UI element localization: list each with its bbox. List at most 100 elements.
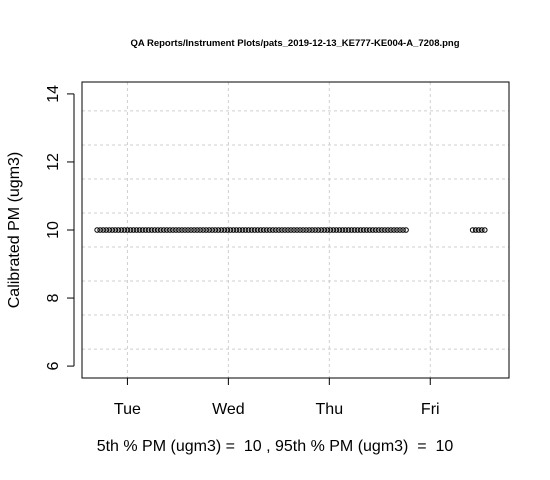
data-point <box>151 227 158 233</box>
data-point <box>330 227 337 233</box>
data-point <box>136 227 143 233</box>
data-point <box>279 227 285 233</box>
data-point <box>224 227 231 233</box>
data-point <box>391 227 397 233</box>
data-point <box>478 227 485 233</box>
y-tick-label: 6 <box>45 362 62 371</box>
data-point <box>263 227 270 233</box>
data-point <box>97 227 103 233</box>
data-point <box>288 227 294 233</box>
data-point <box>357 227 364 233</box>
data-point <box>154 227 161 233</box>
data-points <box>94 227 488 233</box>
data-point <box>142 227 149 233</box>
data-point <box>472 227 479 233</box>
data-point <box>221 227 228 233</box>
percentile-summary: 5th % PM (ugm3) = 10 , 95th % PM (ugm3) … <box>96 438 454 455</box>
data-point <box>230 227 237 233</box>
data-point <box>285 227 291 233</box>
data-point <box>139 227 146 233</box>
data-point <box>382 227 388 233</box>
data-point <box>400 227 406 233</box>
data-point <box>273 227 279 233</box>
data-point <box>315 227 322 233</box>
data-point <box>348 227 355 233</box>
data-point <box>94 227 100 233</box>
data-point <box>388 227 394 233</box>
data-point <box>188 227 194 233</box>
data-point <box>342 227 349 233</box>
data-point <box>130 227 137 233</box>
data-point <box>100 227 106 233</box>
data-point <box>351 227 358 233</box>
data-point <box>394 227 400 233</box>
data-point <box>360 227 367 233</box>
data-point <box>327 227 334 233</box>
data-point <box>203 227 209 233</box>
data-point <box>379 227 385 233</box>
data-point <box>127 227 134 233</box>
data-point <box>209 227 216 233</box>
x-tick-label: Fri <box>421 401 440 418</box>
data-point <box>475 227 482 233</box>
data-point <box>309 227 315 233</box>
data-point <box>269 227 276 233</box>
plot-frame <box>81 81 510 379</box>
data-point <box>109 227 116 233</box>
chart-title: QA Reports/Instrument Plots/pats_2019-12… <box>130 38 459 49</box>
data-point <box>227 227 234 233</box>
data-point <box>276 227 282 233</box>
data-point <box>354 227 361 233</box>
data-point <box>366 227 373 233</box>
data-point <box>469 227 476 233</box>
data-point <box>239 227 246 233</box>
data-point <box>248 227 255 233</box>
data-point <box>179 227 185 233</box>
grid-lines <box>82 82 509 378</box>
data-point <box>245 227 252 233</box>
y-axis: 6 8 10 12 14 <box>45 85 75 371</box>
data-point <box>297 227 303 233</box>
data-point <box>336 227 343 233</box>
data-point <box>157 227 164 233</box>
x-tick-label: Tue <box>114 401 141 418</box>
data-point <box>266 227 273 233</box>
y-tick-label: 10 <box>45 221 62 239</box>
data-point <box>194 227 200 233</box>
data-point <box>282 227 288 233</box>
data-point <box>481 227 488 233</box>
data-point <box>106 227 113 233</box>
data-point <box>206 227 212 233</box>
y-tick-label: 8 <box>45 293 62 302</box>
data-point <box>112 227 119 233</box>
data-point <box>160 227 167 233</box>
data-point <box>163 227 170 233</box>
data-point <box>176 227 182 233</box>
data-point <box>257 227 264 233</box>
data-point <box>251 227 258 233</box>
data-point <box>236 227 243 233</box>
data-point <box>318 227 325 233</box>
data-point <box>372 227 379 233</box>
y-tick-label: 12 <box>45 153 62 171</box>
data-point <box>324 227 331 233</box>
x-tick-label: Wed <box>212 401 245 418</box>
data-point <box>321 227 328 233</box>
data-point <box>197 227 203 233</box>
data-point <box>124 227 131 233</box>
data-point <box>170 227 176 233</box>
data-point <box>115 227 122 233</box>
data-point <box>300 227 306 233</box>
data-point <box>118 227 125 233</box>
data-point <box>303 227 309 233</box>
data-point <box>363 227 370 233</box>
data-point <box>397 227 403 233</box>
data-point <box>215 227 222 233</box>
data-point <box>133 227 140 233</box>
x-axis: Tue Wed Thu Fri <box>114 378 440 418</box>
data-point <box>121 227 128 233</box>
data-point <box>312 227 318 233</box>
data-point <box>260 227 267 233</box>
data-point <box>403 227 409 233</box>
data-point <box>385 227 391 233</box>
